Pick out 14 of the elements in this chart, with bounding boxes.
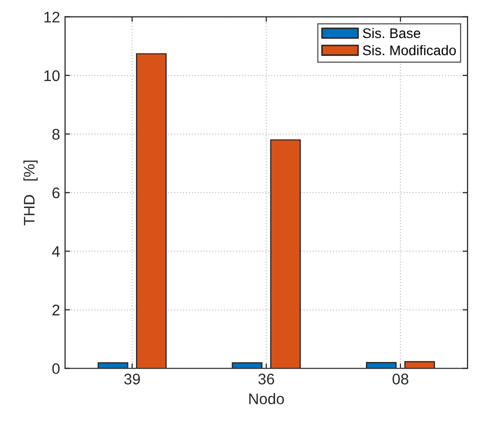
x-tick-label: 36	[258, 374, 274, 384]
legend-label: Sis. Modificado	[362, 45, 456, 56]
y-tick-label: 8	[52, 128, 60, 140]
y-tick-label: 4	[52, 246, 60, 257]
y-tick-label: 12	[44, 12, 60, 22]
legend-label: Sis. Base	[362, 28, 420, 38]
x-tick-label: 39	[124, 374, 140, 384]
y-tick-label: 6	[52, 187, 60, 198]
y-tick-label: 0	[52, 363, 60, 374]
y-axis-title: THD [%]	[23, 160, 38, 226]
x-axis-title: Nodo	[249, 393, 284, 404]
x-tick-label: 08	[392, 374, 408, 384]
y-tick-label: 10	[44, 70, 60, 82]
y-tick-label: 2	[52, 304, 60, 316]
